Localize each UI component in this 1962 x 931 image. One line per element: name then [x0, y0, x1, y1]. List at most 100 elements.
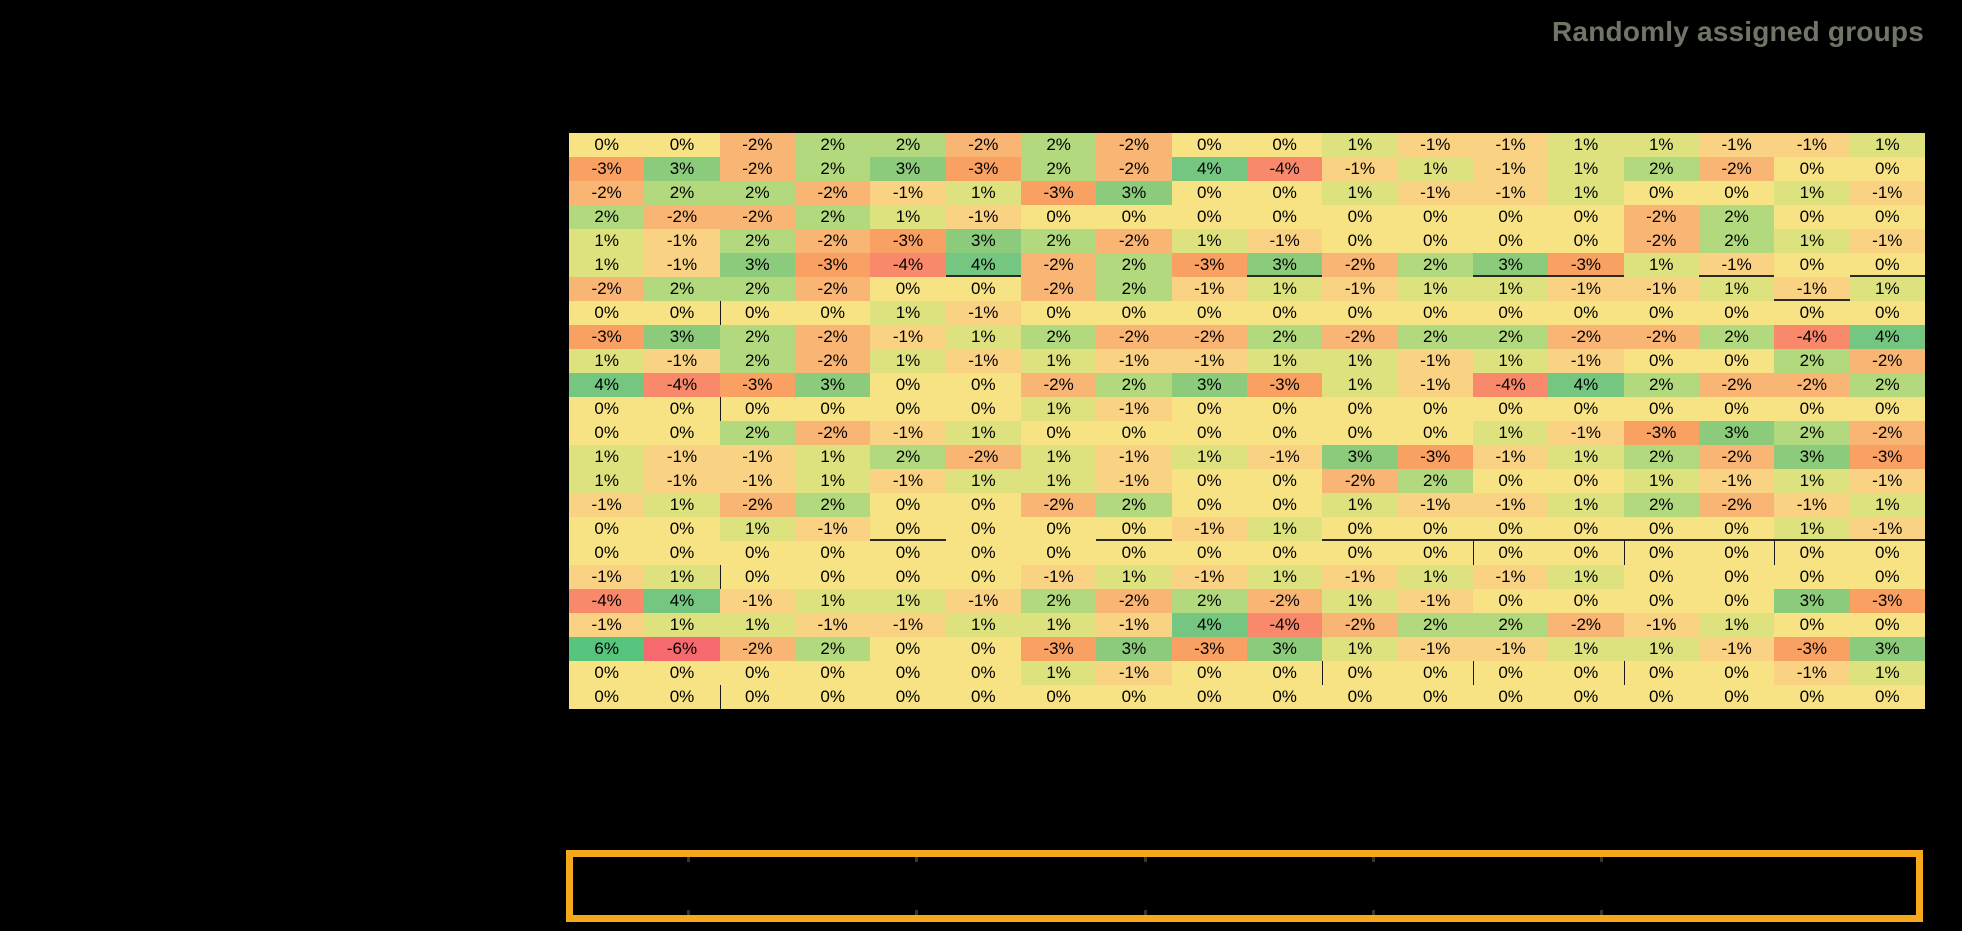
heatmap-cell: 0% [1096, 517, 1172, 541]
heatmap-cell: -1% [1322, 277, 1398, 301]
heatmap-cell: 0% [1774, 613, 1850, 637]
heatmap-cell: -1% [1548, 349, 1624, 373]
heatmap-cell: 0% [1472, 517, 1549, 541]
heatmap-cell: -3% [794, 253, 871, 277]
heatmap-cell: 0% [1623, 661, 1699, 685]
heatmap-cell: 2% [1472, 613, 1549, 637]
heatmap-cell: 0% [1472, 685, 1549, 709]
heatmap-cell: 0% [1774, 205, 1850, 229]
heatmap-cell: 0% [1246, 541, 1323, 565]
heatmap-cell: -1% [870, 469, 946, 493]
heatmap-cell: 3% [945, 229, 1021, 253]
heatmap-cell: 2% [1096, 277, 1172, 301]
heatmap-cell: 4% [1849, 325, 1925, 349]
heatmap-cell: -3% [569, 325, 645, 349]
heatmap-cell: 0% [1171, 469, 1247, 493]
heatmap-cell: -1% [644, 349, 720, 373]
heatmap-cell: 0% [1472, 229, 1549, 253]
heatmap-cell: 0% [1322, 229, 1398, 253]
heatmap-cell: 0% [1171, 205, 1247, 229]
heatmap-cell: -2% [1020, 277, 1097, 301]
heatmap-cell: -2% [1774, 373, 1850, 397]
heatmap-cell: -2% [945, 133, 1021, 157]
heatmap-cell: 0% [1548, 301, 1624, 325]
heatmap-cell: 0% [1397, 301, 1473, 325]
heatmap-cell: 1% [1849, 661, 1925, 685]
heatmap-cell: 0% [1548, 469, 1624, 493]
heatmap-cell: 1% [1623, 133, 1699, 157]
heatmap-row: 2% -2% -2% 2% 1% -1% 0% 0% 0% 0% 0% 0% 0% 0% -2% 2% 0% 0% [569, 205, 1925, 229]
heatmap-cell: 0% [569, 685, 645, 709]
heatmap-cell: -1% [794, 613, 871, 637]
heatmap-cell: 0% [1623, 589, 1699, 613]
axis-tick [1143, 857, 1147, 862]
heatmap-cell: 2% [794, 133, 871, 157]
heatmap-cell: 0% [1096, 421, 1172, 445]
heatmap-cell: 2% [794, 493, 871, 517]
heatmap-cell: 2% [1397, 325, 1473, 349]
heatmap-cell: 0% [1623, 397, 1699, 421]
heatmap-cell: -2% [1020, 493, 1097, 517]
heatmap-cell: 0% [1171, 661, 1247, 685]
heatmap-cell: 1% [1623, 253, 1699, 277]
heatmap-cell: 0% [1623, 517, 1699, 541]
heatmap-cell: -2% [1548, 325, 1624, 349]
heatmap-cell: 2% [719, 349, 795, 373]
heatmap-cell: 0% [1849, 685, 1925, 709]
heatmap-cell: 1% [1548, 445, 1624, 469]
heatmap-cell: 3% [1472, 253, 1549, 277]
heatmap-cell: -1% [644, 253, 720, 277]
heatmap-cell: 4% [644, 589, 720, 613]
heatmap-cell: -1% [569, 565, 645, 589]
heatmap-cell: 2% [644, 181, 720, 205]
heatmap-cell: -2% [1623, 229, 1699, 253]
heatmap-cell: -1% [870, 421, 946, 445]
heatmap-cell: 0% [1472, 541, 1549, 565]
heatmap-cell: -2% [1623, 205, 1699, 229]
heatmap-cell: -1% [870, 613, 946, 637]
heatmap-cell: -1% [1849, 229, 1925, 253]
heatmap-cell: 0% [644, 421, 720, 445]
heatmap-cell: -1% [1096, 469, 1172, 493]
heatmap-cell: 0% [1020, 541, 1097, 565]
heatmap-cell: -1% [1774, 661, 1850, 685]
heatmap-cell: -1% [1472, 637, 1549, 661]
heatmap-cell: -1% [1322, 157, 1398, 181]
heatmap-cell: -1% [794, 517, 871, 541]
heatmap-cell: -1% [1096, 397, 1172, 421]
heatmap-cell: 2% [1020, 325, 1097, 349]
axis-tick [687, 857, 691, 862]
heatmap-cell: 0% [1548, 541, 1624, 565]
heatmap-cell: 0% [1849, 205, 1925, 229]
heatmap-cell: -2% [719, 133, 795, 157]
heatmap-cell: -3% [1020, 637, 1097, 661]
heatmap-cell: 0% [1322, 685, 1398, 709]
heatmap-cell: -3% [1171, 253, 1247, 277]
heatmap-cell: 0% [1322, 301, 1398, 325]
heatmap-row: 0% 0% 0% 0% 0% 0% 0% 0% 0% 0% 0% 0% 0% 0% 0% 0% 0% 0% [569, 685, 1925, 709]
heatmap-cell: -1% [1171, 277, 1247, 301]
heatmap-cell: 0% [1698, 565, 1775, 589]
heatmap-cell: 3% [1849, 637, 1925, 661]
heatmap-cell: 3% [644, 157, 720, 181]
heatmap-cell: 1% [1849, 277, 1925, 301]
heatmap-cell: -1% [1548, 421, 1624, 445]
heatmap-cell: 0% [1397, 229, 1473, 253]
heatmap-cell: 0% [1171, 397, 1247, 421]
heatmap-row: -2% 2% 2% -2% 0% 0% -2% 2% -1% 1% -1% 1% 1% -1% -1% 1% -… [569, 277, 1925, 301]
heatmap-cell: 0% [1020, 205, 1097, 229]
heatmap-cell: 1% [1322, 181, 1398, 205]
heatmap-cell: -3% [1849, 589, 1925, 613]
heatmap-cell: 0% [1548, 397, 1624, 421]
heatmap-row: -3% 3% 2% -2% -1% 1% 2% -2% -2% 2% -2% 2% 2% -2% -2% 2%… [569, 325, 1925, 349]
heatmap-cell: 0% [870, 661, 946, 685]
heatmap-cell: 0% [1623, 181, 1699, 205]
page-title: Randomly assigned groups [1552, 16, 1924, 47]
heatmap-cell: 2% [1020, 589, 1097, 613]
heatmap-cell: -3% [1246, 373, 1323, 397]
heatmap-cell: 0% [644, 661, 720, 685]
heatmap-cell: 0% [1397, 397, 1473, 421]
heatmap-cell: -2% [569, 181, 645, 205]
heatmap-cell: 0% [1548, 229, 1624, 253]
